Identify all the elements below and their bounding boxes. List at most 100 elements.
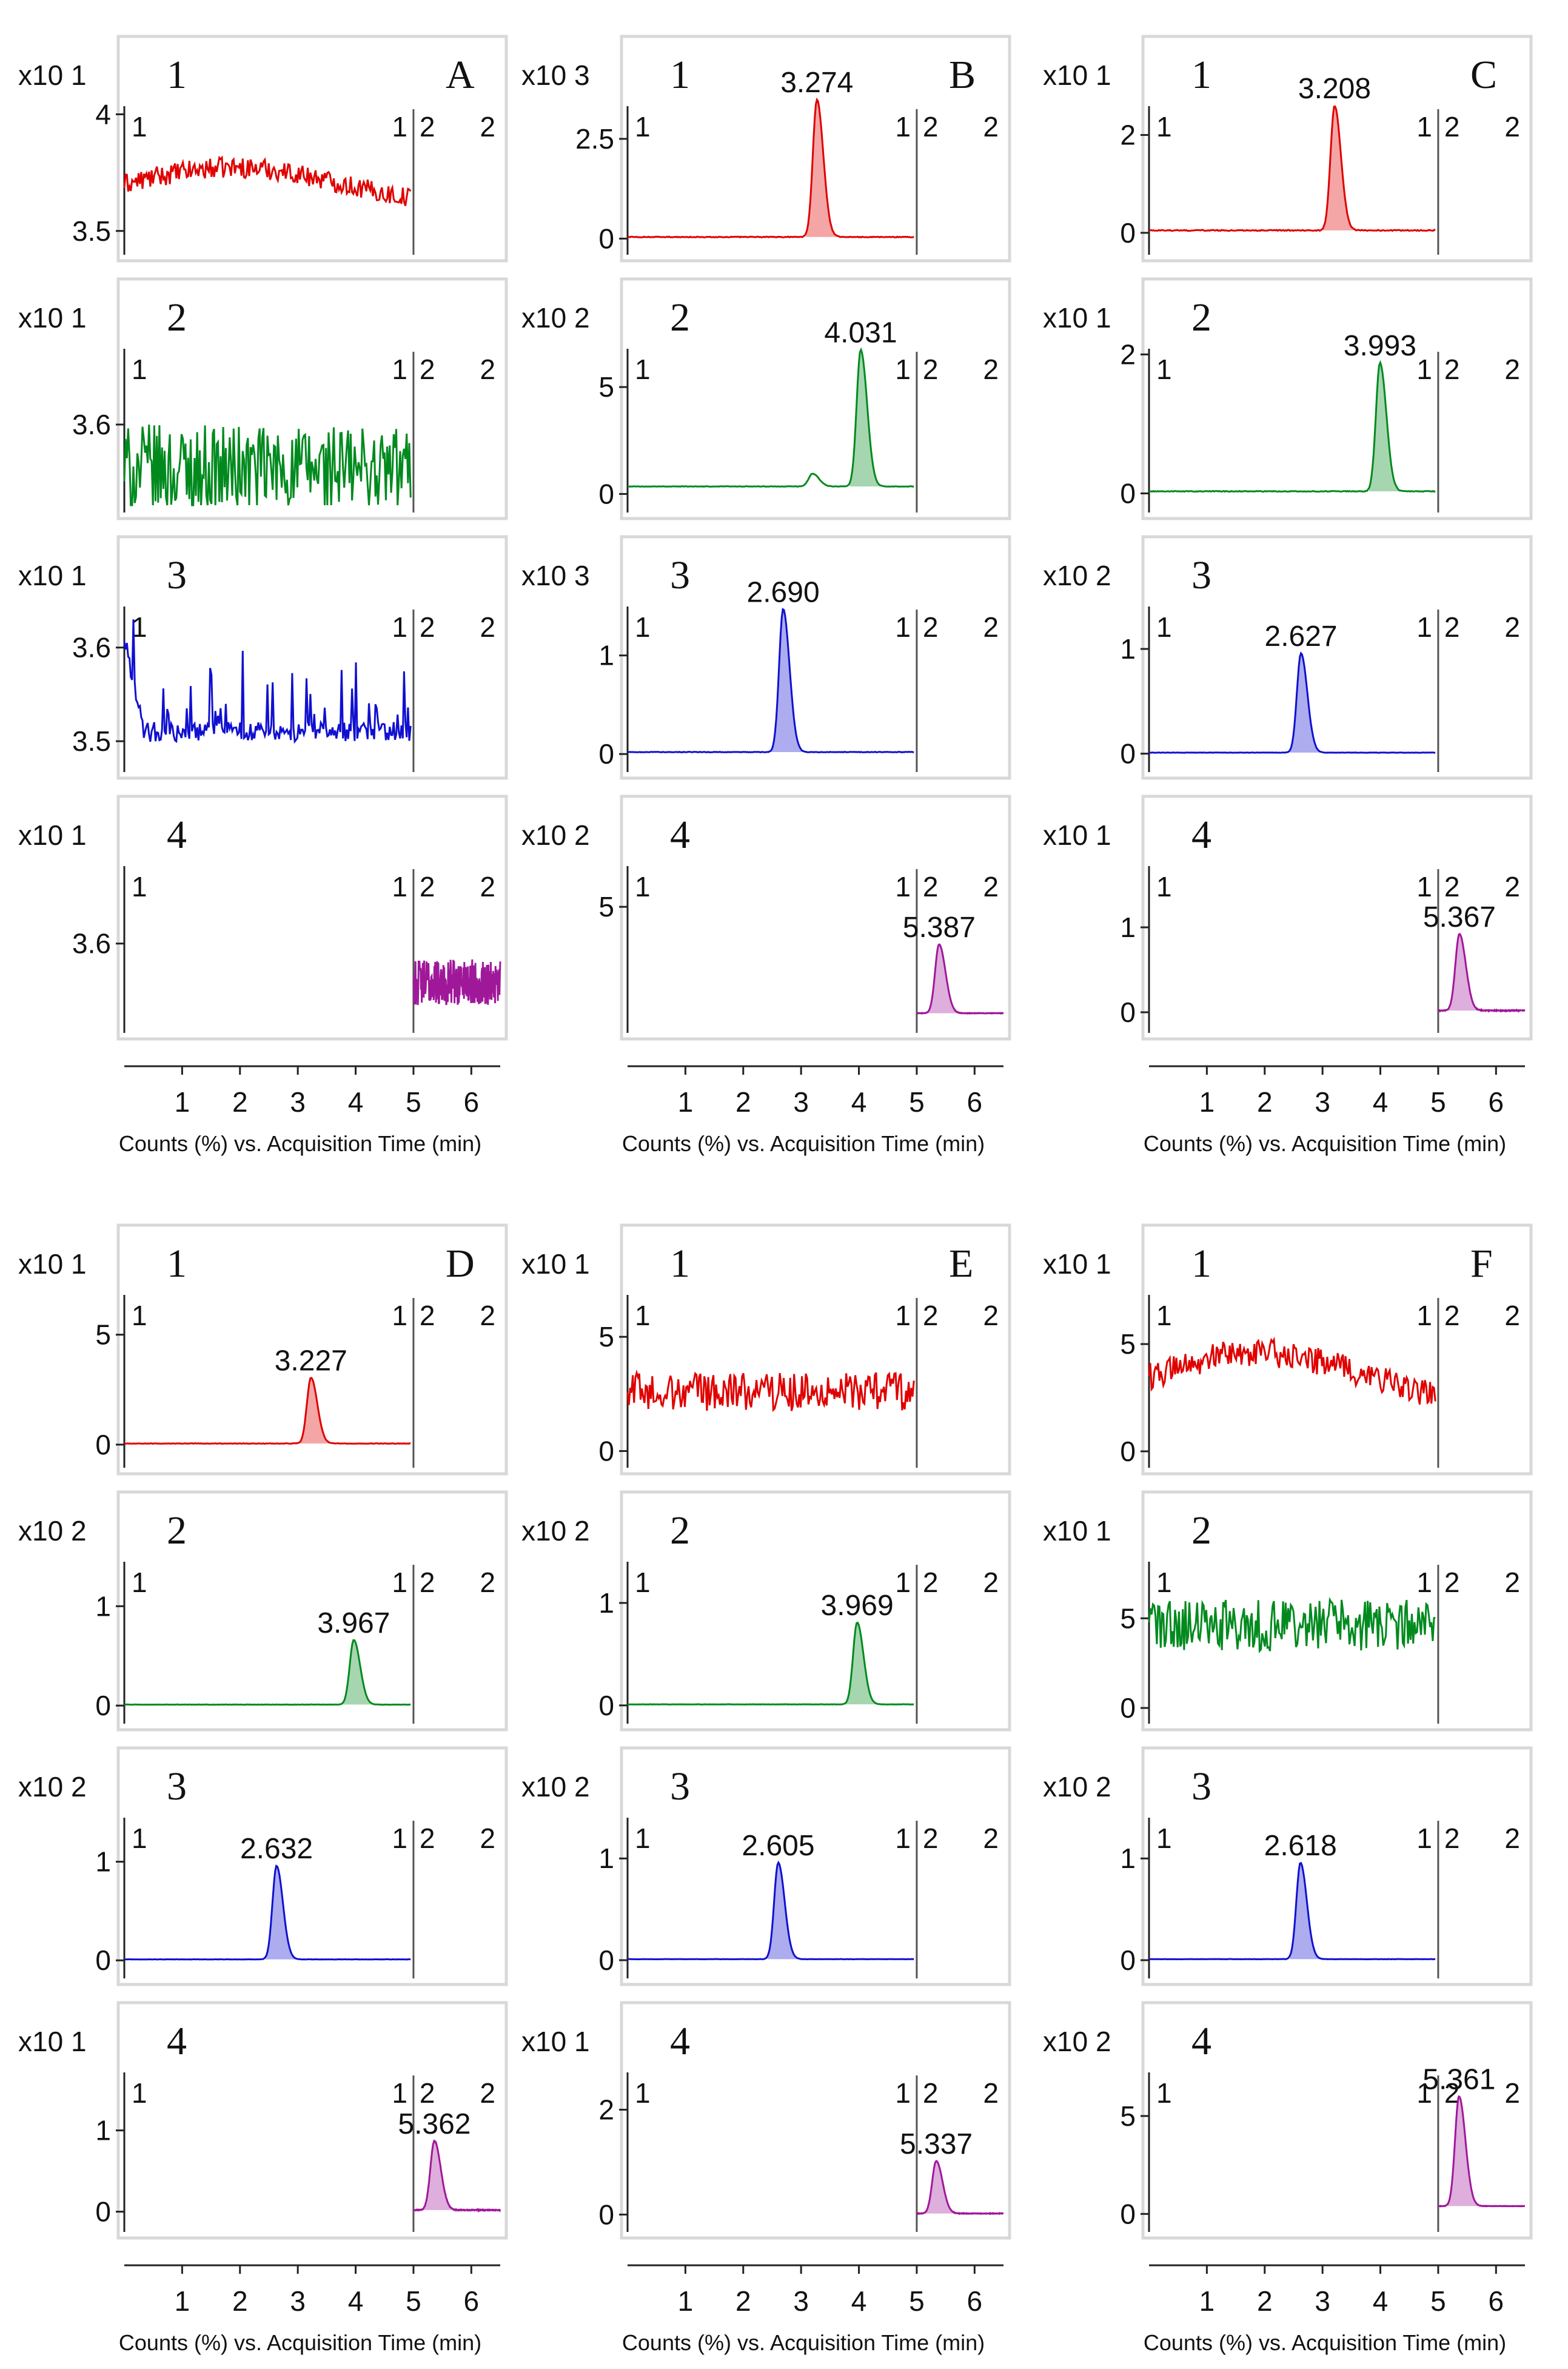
peak-area xyxy=(1369,362,1401,492)
y-tick-label: 0 xyxy=(598,2199,614,2230)
y-tick-label: 3.5 xyxy=(72,215,111,247)
segment-label: 2 xyxy=(983,2077,999,2109)
trace-frame xyxy=(1141,1490,1533,1732)
peak-label: 2.690 xyxy=(747,576,820,608)
peak-area xyxy=(299,1377,333,1444)
x-axis-label: Counts (%) vs. Acquisition Time (min) xyxy=(1144,1131,1506,1156)
segment-label: 1 xyxy=(392,1300,407,1331)
trace-line xyxy=(1149,1861,1436,1961)
segment-label: 2 xyxy=(983,1823,999,1854)
y-tick-label: 0 xyxy=(95,1429,111,1460)
y-tick-label: 0 xyxy=(598,478,614,509)
trace-number: 3 xyxy=(167,1764,187,1809)
y-scale-label: x10 1 xyxy=(1043,302,1111,334)
trace-number: 4 xyxy=(1191,2019,1211,2063)
x-axis-label: Counts (%) vs. Acquisition Time (min) xyxy=(119,2330,481,2355)
segment-label: 2 xyxy=(1504,871,1520,902)
x-tick-label: 1 xyxy=(1199,2285,1215,2317)
trace-line xyxy=(1148,105,1436,232)
trace-frame xyxy=(1141,2001,1533,2240)
x-tick-label: 2 xyxy=(232,2285,248,2317)
y-tick-label: 2 xyxy=(598,2094,614,2125)
peak-label: 4.031 xyxy=(824,317,897,349)
y-tick-label: 5 xyxy=(598,371,614,403)
segment-label: 1 xyxy=(635,111,651,143)
y-scale-label: x10 1 xyxy=(18,819,87,851)
x-tick-label: 4 xyxy=(1373,1086,1389,1118)
trace-line xyxy=(627,1860,914,1961)
trace-frame xyxy=(620,535,1011,780)
segment-label: 1 xyxy=(635,354,651,385)
trace-frame xyxy=(620,277,1011,520)
trace-number: 2 xyxy=(167,1508,187,1553)
y-scale-label: x10 2 xyxy=(521,1771,590,1803)
y-scale-label: x10 2 xyxy=(521,1515,590,1547)
x-tick-label: 1 xyxy=(1199,1086,1215,1118)
segment-label: 1 xyxy=(132,354,147,385)
trace-line xyxy=(1148,651,1436,754)
y-scale-label: x10 2 xyxy=(521,302,590,334)
y-tick-label: 0 xyxy=(598,1690,614,1721)
segment-label: 2 xyxy=(923,611,939,643)
x-tick-label: 5 xyxy=(1430,1086,1446,1118)
trace-number: 1 xyxy=(167,1242,187,1286)
segment-label: 1 xyxy=(635,611,651,643)
x-tick-label: 4 xyxy=(851,1086,867,1118)
y-tick-label: 1 xyxy=(1120,633,1136,665)
peak-label: 2.627 xyxy=(1265,620,1338,653)
segment-label: 2 xyxy=(480,871,495,902)
trace-number: 4 xyxy=(670,813,690,857)
trace-number: 4 xyxy=(167,2019,187,2063)
x-tick-label: 5 xyxy=(406,1086,421,1118)
segment-label: 2 xyxy=(480,1823,495,1854)
trace-number: 1 xyxy=(1191,1242,1211,1286)
y-scale-label: x10 2 xyxy=(1043,2026,1111,2057)
panel-e-trace-1: x10 1 1 E1 1 2 205 xyxy=(521,1223,1011,1476)
y-scale-label: x10 3 xyxy=(521,59,590,91)
y-scale-label: x10 1 xyxy=(1043,1515,1111,1547)
trace-line xyxy=(627,1621,914,1705)
x-axis: 1 2 3 4 5 6 Counts (%) vs. Acquisition Time (m… xyxy=(1144,1065,1525,1156)
x-tick-label: 1 xyxy=(175,2285,190,2317)
y-tick-label: 1 xyxy=(95,1846,111,1878)
peak-area xyxy=(1322,106,1356,230)
x-tick-label: 6 xyxy=(464,1086,480,1118)
segment-label: 2 xyxy=(420,1300,435,1331)
segment-label: 2 xyxy=(923,111,939,143)
trace-line xyxy=(916,2160,1004,2216)
y-tick-label: 0 xyxy=(1120,1436,1136,1467)
panel-letter: A xyxy=(446,53,475,97)
segment-label: 2 xyxy=(1504,2077,1520,2109)
x-tick-label: 6 xyxy=(1489,1086,1504,1118)
x-axis-label: Counts (%) vs. Acquisition Time (min) xyxy=(622,1131,985,1156)
x-tick-label: 1 xyxy=(175,1086,190,1118)
segment-label: 1 xyxy=(1416,871,1432,902)
segment-label: 2 xyxy=(420,611,435,643)
segment-label: 1 xyxy=(1416,2077,1432,2109)
segment-label: 1 xyxy=(635,2077,651,2109)
y-tick-label: 0 xyxy=(95,1944,111,1976)
trace-line xyxy=(124,1377,411,1445)
x-axis-label: Counts (%) vs. Acquisition Time (min) xyxy=(622,2330,985,2355)
x-tick-label: 4 xyxy=(851,2285,867,2317)
trace-frame xyxy=(116,795,508,1041)
x-tick-label: 1 xyxy=(678,2285,694,2317)
panel-b-trace-4: x10 2 41 1 2 255.387 xyxy=(521,795,1011,1041)
x-tick-label: 3 xyxy=(793,1086,809,1118)
segment-label: 2 xyxy=(983,1567,999,1598)
y-tick-label: 0 xyxy=(1120,1692,1136,1724)
segment-label: 2 xyxy=(480,1300,495,1331)
trace-number: 1 xyxy=(167,53,187,97)
x-axis: 1 2 3 4 5 6 Counts (%) vs. Acquisition Time (m… xyxy=(119,1065,500,1156)
x-axis: 1 2 3 4 5 6 Counts (%) vs. Acquisition Time (m… xyxy=(119,2264,500,2355)
segment-label: 2 xyxy=(923,354,939,385)
x-axis-label: Counts (%) vs. Acquisition Time (min) xyxy=(119,1131,481,1156)
x-tick-label: 6 xyxy=(1489,2285,1504,2317)
trace-line xyxy=(916,943,1004,1015)
y-tick-label: 1 xyxy=(598,1843,614,1874)
y-tick-label: 1 xyxy=(598,1587,614,1619)
panel-letter: B xyxy=(949,53,976,97)
segment-label: 1 xyxy=(635,1567,651,1598)
